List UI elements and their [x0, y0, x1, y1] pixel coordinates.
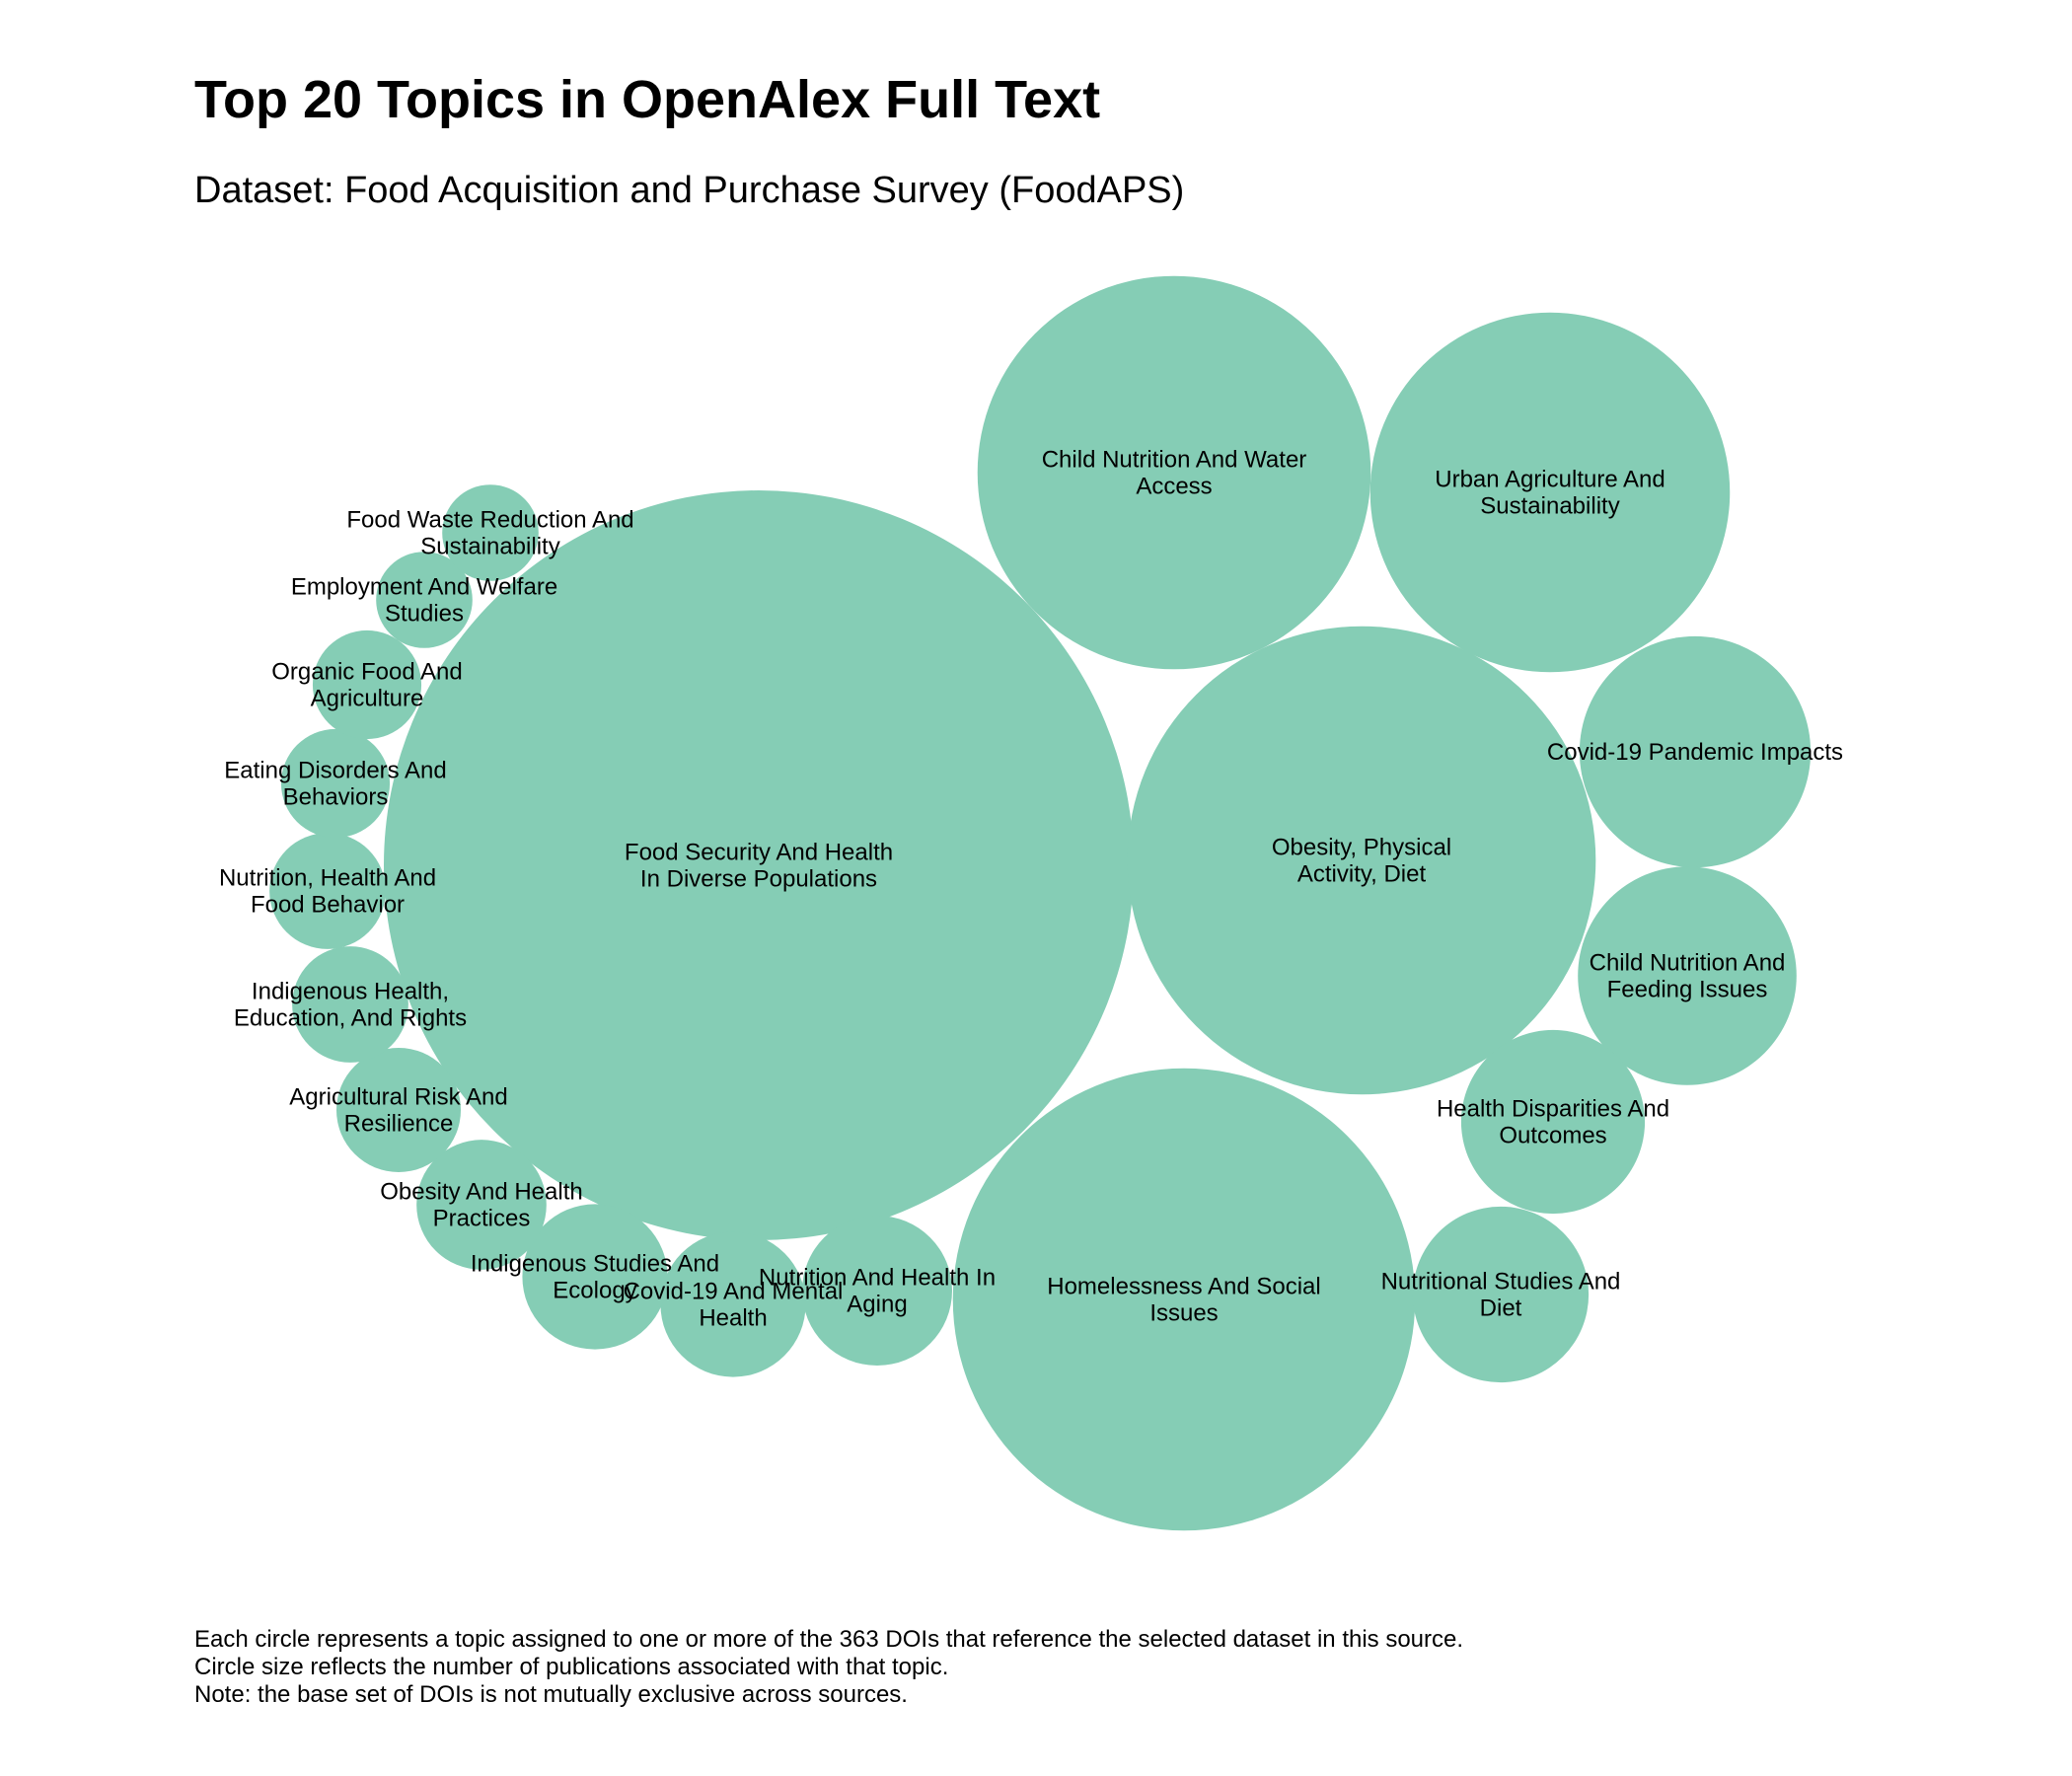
caption-line-3: Note: the base set of DOIs is not mutual… [194, 1681, 908, 1708]
chart-subtitle: Dataset: Food Acquisition and Purchase S… [194, 170, 1185, 211]
bubble-homelessness-and-social-issues [952, 1068, 1416, 1531]
bubble-label-urban-agriculture-and-sustainability: Urban Agriculture And Sustainability [1435, 467, 1665, 520]
bubble-label-indigenous-health-education-and-rights: Indigenous Health, Education, And Rights [234, 979, 467, 1032]
bubble-label-agricultural-risk-and-resilience: Agricultural Risk And Resilience [289, 1084, 507, 1138]
bubble-urban-agriculture-and-sustainability [1369, 312, 1731, 673]
bubble-label-child-nutrition-and-feeding-issues: Child Nutrition And Feeding Issues [1590, 950, 1786, 1003]
bubble-obesity-physical-activity-diet [1127, 626, 1596, 1095]
bubble-child-nutrition-and-water-access [977, 275, 1371, 670]
bubble-label-indigenous-studies-and-ecology: Indigenous Studies And Ecology [471, 1251, 719, 1304]
bubble-nutrition-and-health-in-aging [802, 1216, 952, 1366]
bubble-covid-19-and-mental-health [660, 1231, 806, 1377]
bubble-employment-and-welfare-studies [376, 552, 473, 648]
bubble-label-food-security-and-health-in-diverse-populations: Food Security And Health In Diverse Popul… [625, 840, 893, 893]
bubble-indigenous-health-education-and-rights [292, 946, 408, 1063]
chart-caption: Each circle represents a topic assigned … [194, 1626, 1463, 1709]
bubble-health-disparities-and-outcomes [1460, 1029, 1646, 1215]
bubble-food-waste-reduction-and-sustainability [442, 484, 539, 581]
bubble-label-homelessness-and-social-issues: Homelessness And Social Issues [1047, 1274, 1320, 1327]
bubble-eating-disorders-and-behaviors [280, 728, 391, 839]
bubble-nutritional-studies-and-diet [1412, 1206, 1590, 1383]
bubble-label-obesity-physical-activity-diet: Obesity, Physical Activity, Diet [1272, 835, 1451, 888]
bubble-label-nutritional-studies-and-diet: Nutritional Studies And Diet [1381, 1269, 1621, 1322]
bubble-label-child-nutrition-and-water-access: Child Nutrition And Water Access [1042, 447, 1307, 500]
bubble-organic-food-and-agriculture [312, 629, 422, 740]
bubble-label-covid-19-and-mental-health: Covid-19 And Mental Health [624, 1279, 844, 1332]
bubble-label-organic-food-and-agriculture: Organic Food And Agriculture [271, 659, 462, 712]
chart-title: Top 20 Topics in OpenAlex Full Text [194, 70, 1101, 129]
caption-line-2: Circle size reflects the number of publi… [194, 1654, 949, 1680]
bubble-obesity-and-health-practices [416, 1140, 547, 1270]
bubble-child-nutrition-and-feeding-issues [1578, 866, 1797, 1085]
bubble-nutrition-health-and-food-behavior [269, 833, 386, 949]
bubble-label-employment-and-welfare-studies: Employment And Welfare Studies [291, 574, 557, 628]
bubble-label-obesity-and-health-practices: Obesity And Health Practices [380, 1179, 582, 1232]
bubble-label-food-waste-reduction-and-sustainability: Food Waste Reduction And Sustainability [346, 507, 633, 560]
bubble-label-health-disparities-and-outcomes: Health Disparities And Outcomes [1437, 1096, 1669, 1149]
bubble-label-covid-19-pandemic-impacts: Covid-19 Pandemic Impacts [1547, 739, 1843, 766]
bubble-label-nutrition-health-and-food-behavior: Nutrition, Health And Food Behavior [219, 865, 436, 919]
bubble-covid-19-pandemic-impacts [1579, 635, 1812, 868]
bubble-label-nutrition-and-health-in-aging: Nutrition And Health In Aging [759, 1265, 996, 1318]
bubble-food-security-and-health-in-diverse-populations [384, 490, 1134, 1240]
bubble-agricultural-risk-and-resilience [335, 1047, 462, 1173]
caption-line-1: Each circle represents a topic assigned … [194, 1626, 1464, 1653]
bubble-label-eating-disorders-and-behaviors: Eating Disorders And Behaviors [224, 758, 446, 811]
bubble-indigenous-studies-and-ecology [522, 1204, 668, 1350]
